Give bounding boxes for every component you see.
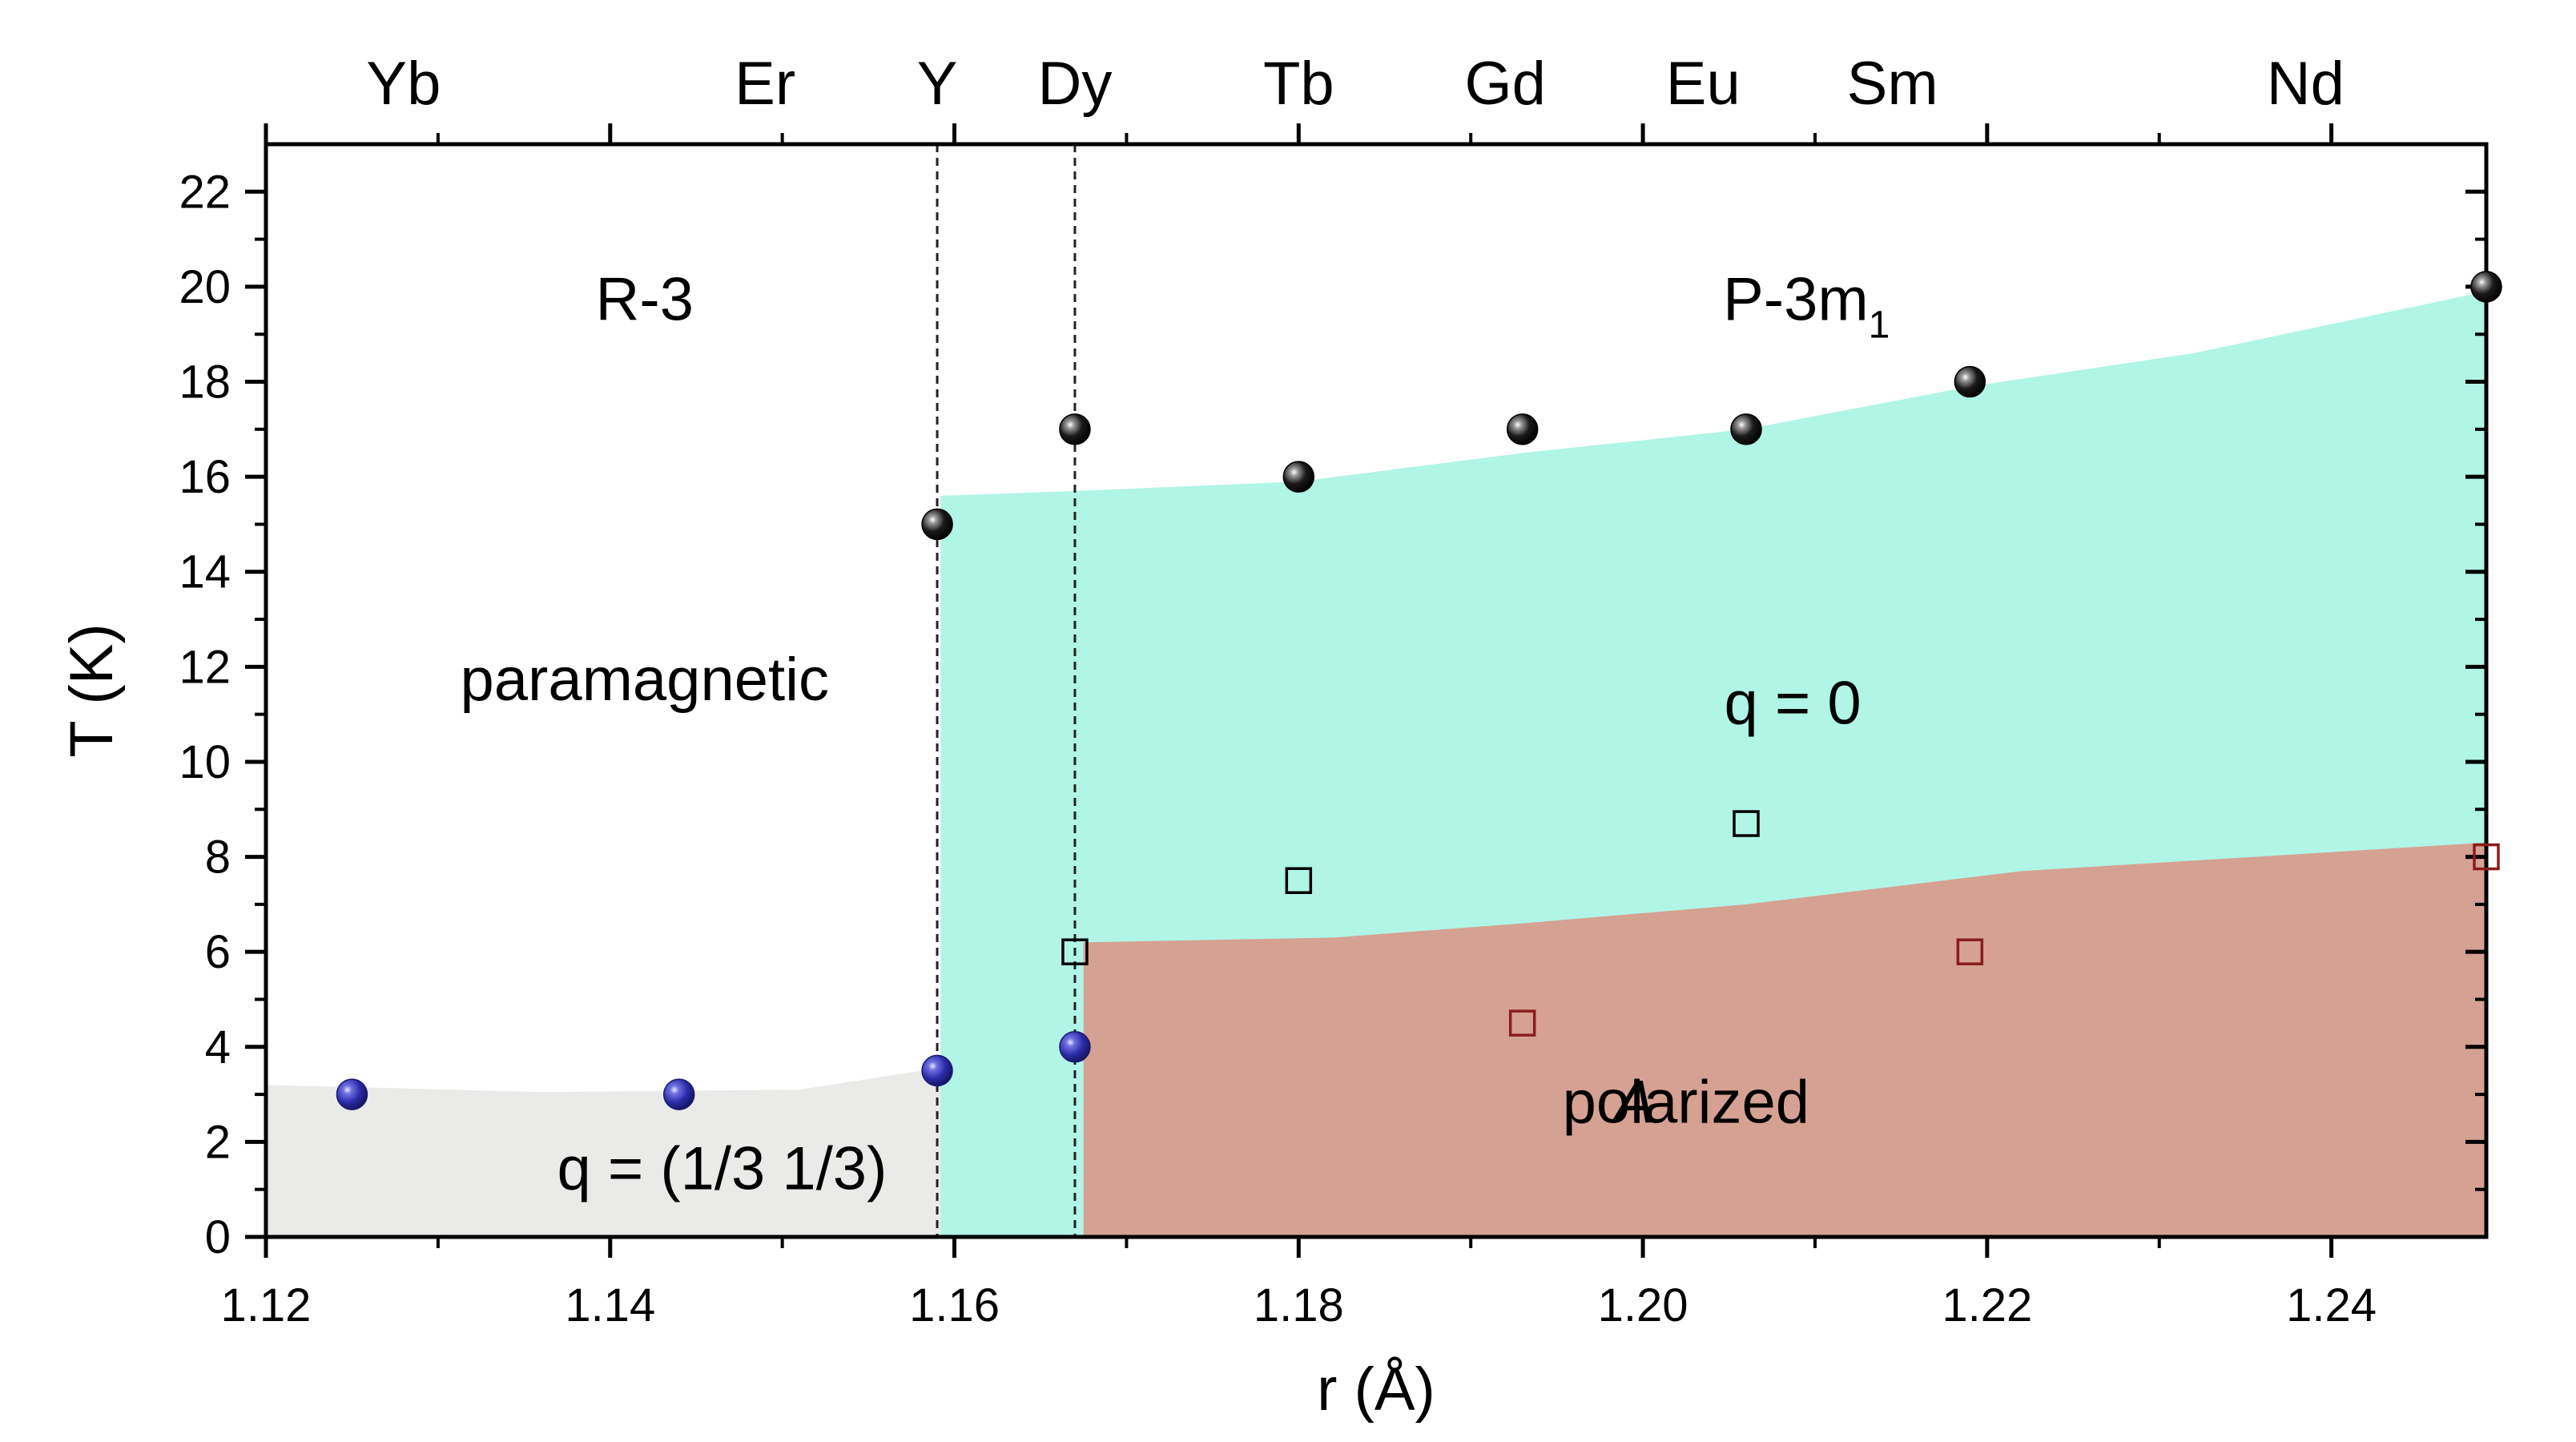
x-tick-label: 1.18 xyxy=(1254,1279,1344,1331)
black-sphere-point xyxy=(1282,461,1315,493)
reference-lines xyxy=(936,144,1077,1237)
data-points xyxy=(336,271,2502,1110)
open-square-point xyxy=(1956,938,1984,965)
open-square-point xyxy=(1061,938,1089,965)
open-square-point xyxy=(1733,810,1760,837)
blue-sphere-point xyxy=(921,1054,953,1087)
black-sphere-point xyxy=(1954,365,1986,398)
x-tick-label: 1.16 xyxy=(909,1279,1000,1331)
y-tick-label: 18 xyxy=(179,356,231,409)
blue-sphere-point xyxy=(336,1078,368,1110)
black-sphere-point xyxy=(2470,271,2502,303)
plot-frame xyxy=(264,142,2489,1239)
black-sphere-point xyxy=(1730,413,1762,445)
y-tick-label: 8 xyxy=(205,832,231,884)
open-square-point xyxy=(1508,1009,1536,1037)
black-sphere-point xyxy=(1506,413,1539,445)
x-tick-label: 1.12 xyxy=(221,1279,312,1331)
axes: 1.12 1.14 1.16 1.18 1.20 1.22 1.24 0 2 4 6 8 10 12 14 1… xyxy=(58,50,2489,1424)
element-label-eu: Eu xyxy=(1666,50,1741,118)
element-label-yb: Yb xyxy=(366,50,441,118)
element-label-tb: Tb xyxy=(1263,50,1334,118)
element-label-nd: Nd xyxy=(2267,50,2345,118)
y-tick-label: 2 xyxy=(205,1116,231,1168)
y-tick-label: 12 xyxy=(179,641,231,693)
y-tick-label: 20 xyxy=(179,261,231,313)
x-tick-label: 1.14 xyxy=(565,1279,655,1331)
element-label-er: Er xyxy=(735,50,795,118)
y-tick-label: 16 xyxy=(179,451,231,503)
x-tick-label: 1.20 xyxy=(1598,1279,1688,1331)
element-label-sm: Sm xyxy=(1847,50,1938,118)
annotation-3: paramagnetic xyxy=(460,646,829,714)
y-tick-label: 6 xyxy=(205,926,231,978)
open-square-point xyxy=(2473,843,2500,871)
y-tick-label: 10 xyxy=(179,736,231,788)
blue-sphere-point xyxy=(1059,1031,1091,1063)
element-label-gd: Gd xyxy=(1464,50,1545,118)
black-sphere-point xyxy=(921,508,953,541)
y-axis-title: T (K) xyxy=(58,623,126,757)
black-sphere-point xyxy=(1059,413,1091,445)
annotation-1: R-3 xyxy=(596,265,694,333)
element-label-dy: Dy xyxy=(1038,50,1113,118)
open-square-point xyxy=(1285,867,1313,894)
annotation-7: q = (1/3 1/3) xyxy=(557,1135,887,1203)
x-tick-label: 1.22 xyxy=(1942,1279,2032,1331)
y-tick-label: 22 xyxy=(179,166,231,218)
annotation-6: polarized xyxy=(1563,1069,1809,1137)
x-axis-title: r (Å) xyxy=(1317,1355,1435,1424)
annotation-4: q = 0 xyxy=(1724,670,1861,738)
blue-sphere-point xyxy=(662,1078,695,1110)
y-tick-label: 0 xyxy=(205,1211,231,1263)
element-label-y: Y xyxy=(917,50,958,118)
annotation-2: P-3m1 xyxy=(1723,265,1890,346)
y-tick-label: 14 xyxy=(179,546,231,598)
x-tick-label: 1.24 xyxy=(2286,1279,2377,1331)
y-tick-label: 4 xyxy=(205,1021,231,1073)
phase-regions xyxy=(266,291,2486,1237)
annotation-5: A xyxy=(1611,1069,1655,1137)
region-3 xyxy=(1083,842,2486,1237)
